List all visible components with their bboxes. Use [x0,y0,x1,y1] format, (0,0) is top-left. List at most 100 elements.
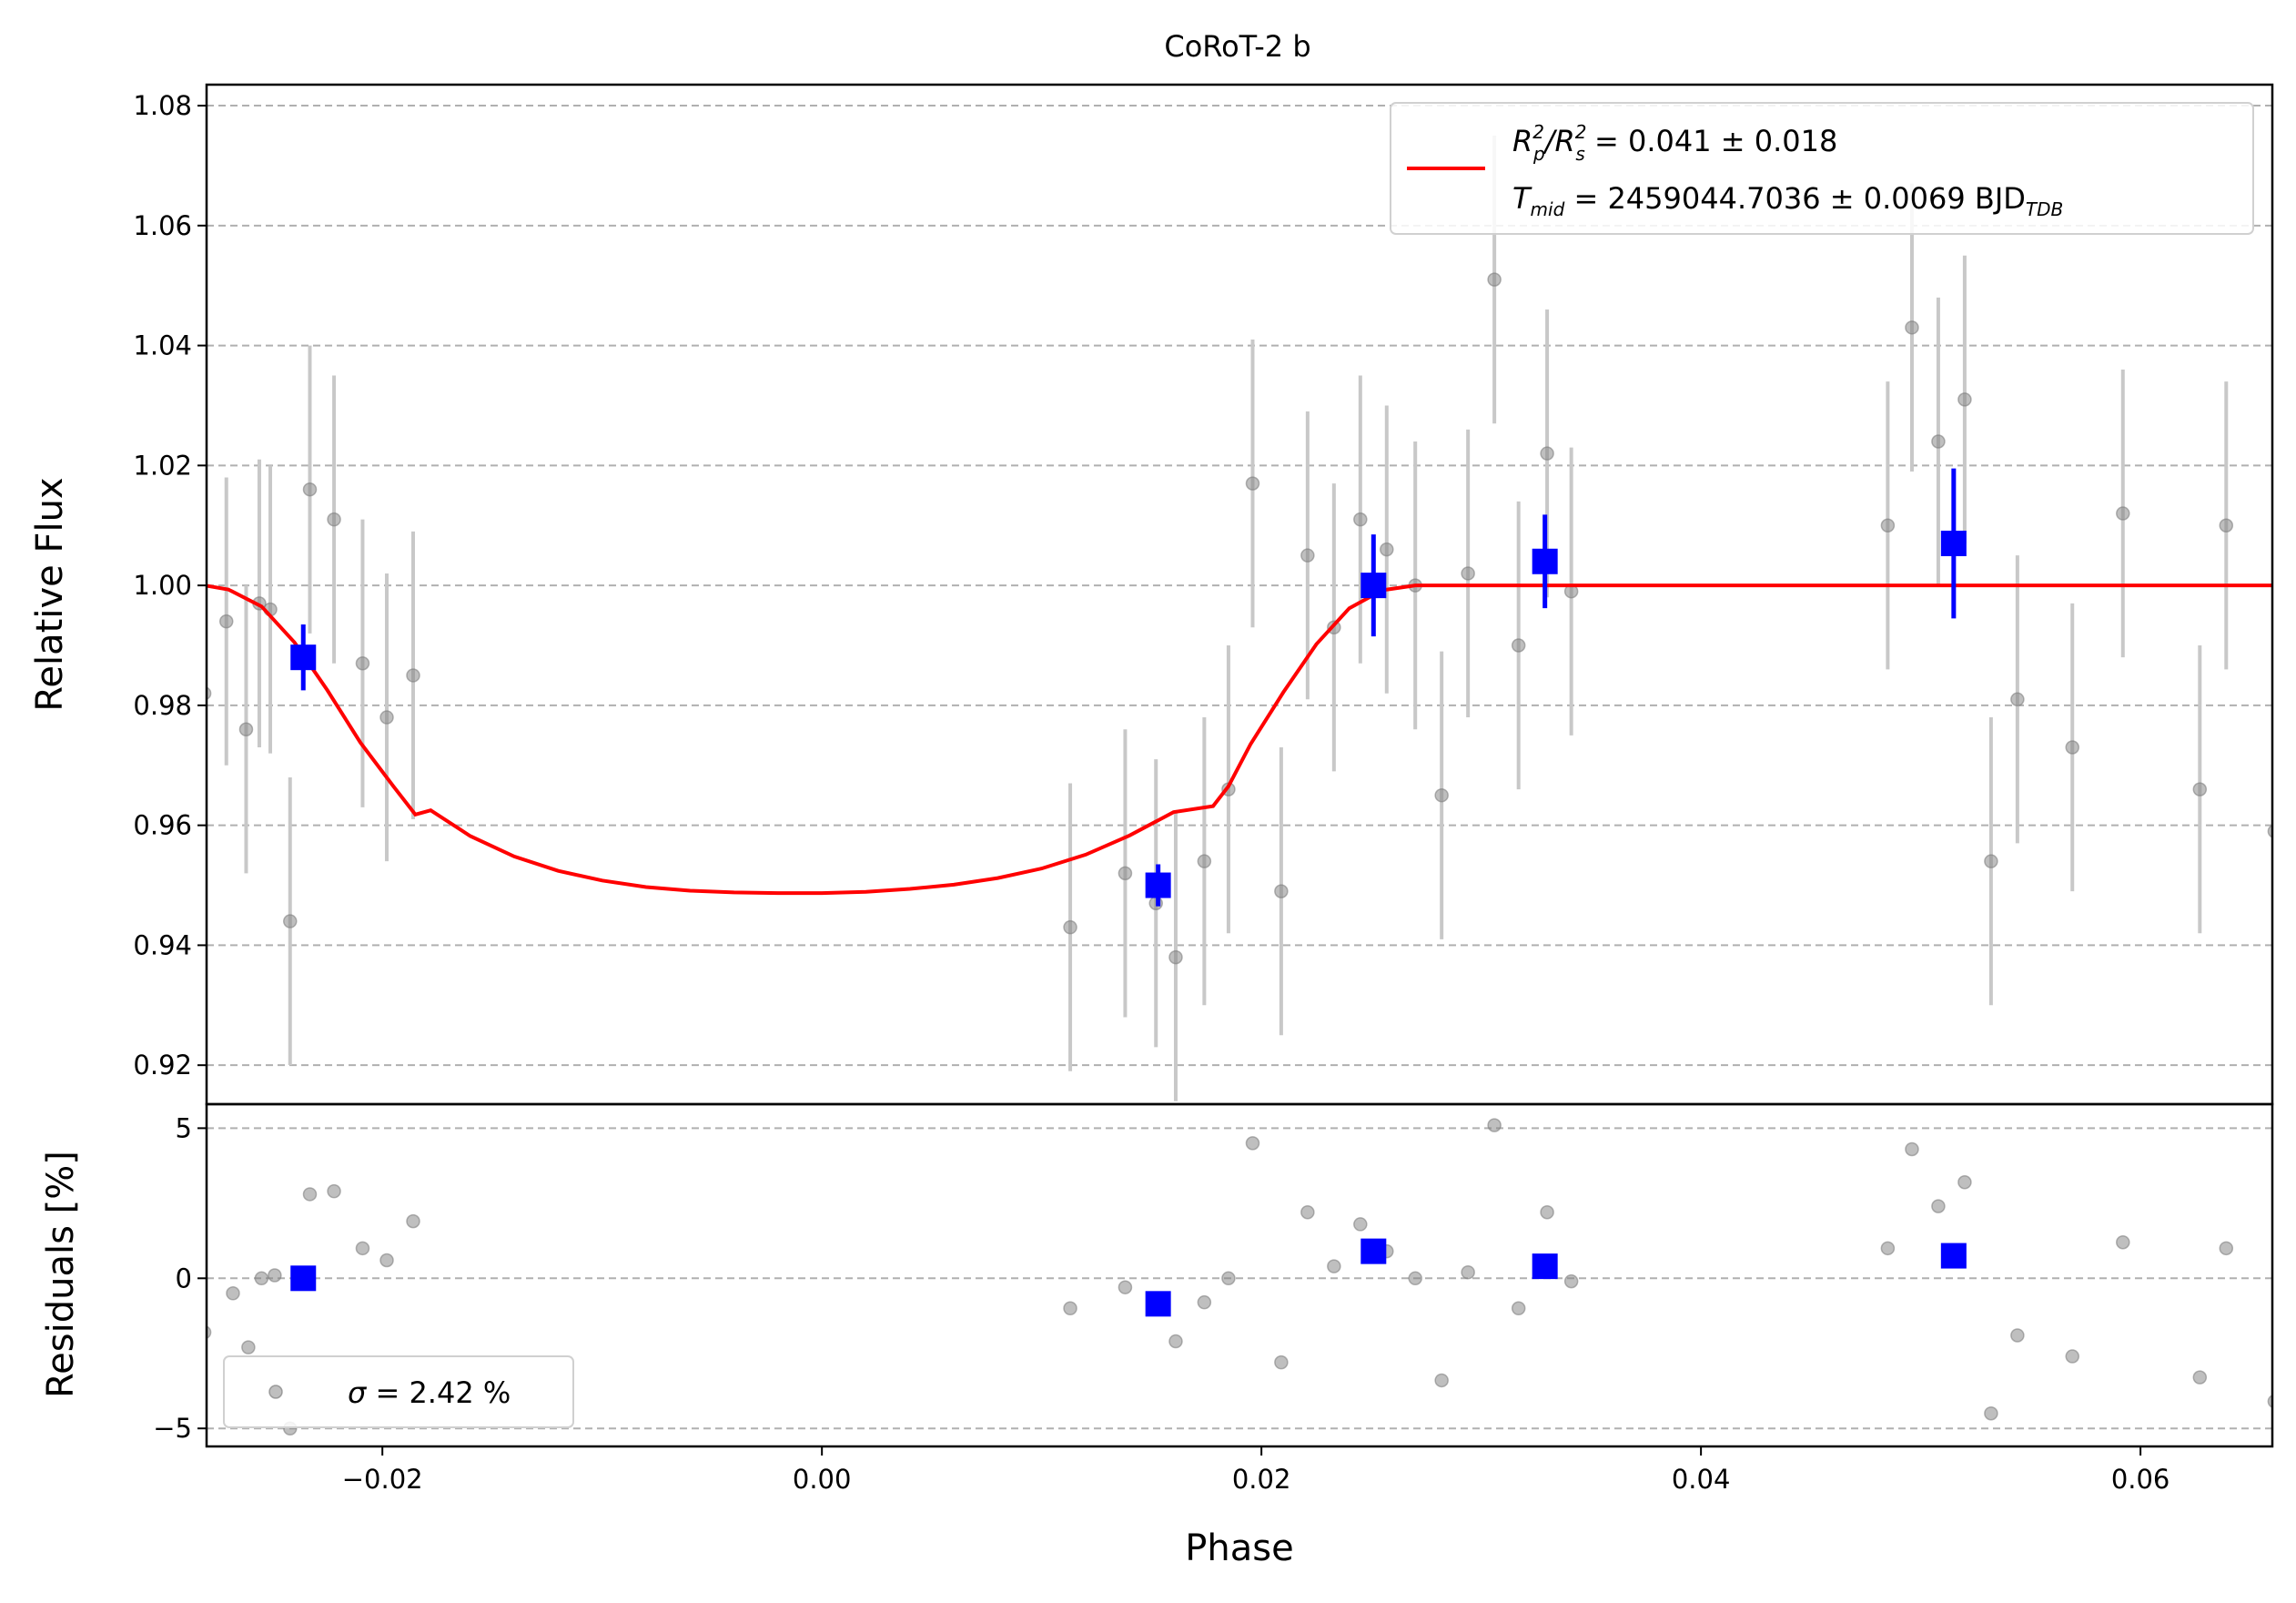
flux-y-tick-label: 1.00 [133,570,192,601]
flux-data-point [1461,566,1475,581]
residuals-binned-points [290,1238,1967,1317]
residual-point [355,1241,370,1256]
flux-data-point [1380,542,1394,557]
binned-point [1145,872,1171,898]
flux-data-point [1300,548,1315,563]
flux-y-tick-label: 1.02 [133,450,192,481]
binned-residual-point [1940,1243,1967,1269]
residual-point [1118,1280,1133,1294]
legend-sigma-text: σ = 2.42 % [348,1375,511,1410]
flux-data-point [302,482,318,497]
residual-point [1197,1294,1212,1310]
flux-data-point [406,668,420,683]
binned-residual-point [1360,1238,1387,1264]
residual-point [1274,1354,1289,1370]
flux-data-point [2219,518,2234,533]
residual-point [1957,1175,1972,1190]
phase-x-tick-label: 0.02 [1232,1464,1291,1495]
phase-x-tick-label: 0.06 [2111,1464,2170,1495]
flux-data-point [283,914,298,928]
legend-mid-time: Tmid = 2459044.7036 ± 0.0069 BJDTDB [1512,181,2063,220]
flux-data-point [1880,518,1896,533]
residual-point [1880,1241,1896,1256]
flux-y-tick-label: 0.96 [133,810,192,841]
residuals-panel: −5 0 5 −0.02 0.00 0.02 0.04 0.06 Residuals [%]… [40,1102,2274,1569]
flux-y-tick-label: 1.08 [133,90,192,121]
residual-point [2219,1241,2234,1256]
flux-data-point [1434,787,1449,803]
residual-point [1327,1259,1341,1273]
residuals-legend-box [223,1355,574,1428]
residual-point [1540,1204,1554,1220]
residuals-data-points [207,1118,2272,1436]
binned-point [1532,548,1558,574]
flux-y-tick-label: 1.04 [133,330,192,361]
flux-data-point [1063,919,1077,935]
residual-point [241,1340,256,1354]
flux-data-point [1511,638,1526,653]
flux-legend-box [1390,102,2254,235]
flux-y-tick-label: 0.94 [133,929,192,960]
legend-residual-marker [268,1385,283,1399]
flux-data-point [1931,434,1946,449]
residual-point [327,1183,341,1199]
residual-point [379,1253,394,1268]
flux-data-point [2010,692,2025,707]
residual-point [302,1187,318,1202]
flux-data-point [1118,866,1133,881]
flux-y-tick-label: 1.06 [133,210,192,241]
flux-data-point [1168,949,1183,965]
flux-legend: R2 p/R2 s = 0.041 ± 0.018 Tmid = 2459044.7… [1390,102,2254,235]
residuals-y-tick-label: −5 [153,1413,192,1444]
residuals-legend: σ = 2.42 % [223,1355,574,1428]
flux-data-point [1540,446,1554,461]
flux-y-ticks: 0.92 0.94 0.96 0.98 1.00 1.02 1.04 1.06 1.08 [133,90,207,1081]
residuals-y-axis-label: Residuals [%] [40,1151,82,1398]
flux-data-point [2116,506,2130,521]
residual-point [1487,1118,1502,1132]
phase-x-tick-label: −0.02 [342,1464,423,1495]
flux-data-point [1274,884,1289,898]
binned-point [1360,573,1387,599]
flux-panel: 0.92 0.94 0.96 0.98 1.00 1.02 1.04 1.06 1.08 Rel… [29,83,2274,1106]
residual-point [1984,1405,1998,1421]
residual-point [2192,1370,2208,1385]
residual-point [254,1271,269,1286]
residual-point [1063,1301,1077,1316]
residual-point [1300,1204,1315,1220]
flux-y-axis-label: Relative Flux [29,477,71,711]
residual-point [1353,1217,1368,1232]
flux-data-point [1245,476,1260,491]
residual-point [1245,1136,1260,1151]
residual-point [1905,1141,1919,1157]
residuals-gridlines [207,1127,2272,1430]
flux-binned-points [290,468,1967,907]
flux-data-point [1905,320,1919,335]
flux-data-point [379,710,394,725]
transit-model-line [207,583,2272,896]
residual-point [406,1213,420,1229]
binned-residual-point [1145,1291,1171,1317]
residual-point [1434,1373,1449,1388]
binned-point [1940,531,1967,556]
flux-data-point [355,656,370,671]
flux-data-point [2065,740,2079,755]
flux-data-point [218,614,234,629]
residual-point [268,1268,282,1283]
residual-point [1408,1271,1422,1286]
residual-point [1511,1301,1526,1316]
residual-point [1931,1199,1946,1213]
residual-point [1221,1271,1236,1286]
residual-point [226,1286,240,1301]
binned-point [290,644,317,671]
residuals-y-ticks: −5 0 5 [153,1112,207,1444]
flux-data-point [1487,272,1502,287]
residual-point [2065,1349,2079,1364]
phase-x-tick-label: 0.04 [1672,1464,1731,1495]
flux-data-point [1957,392,1972,407]
flux-data-point [1353,512,1368,527]
residuals-y-tick-label: 5 [176,1112,192,1143]
residual-point [1563,1273,1579,1289]
chart-title: CoRoT-2 b [1164,29,1310,64]
